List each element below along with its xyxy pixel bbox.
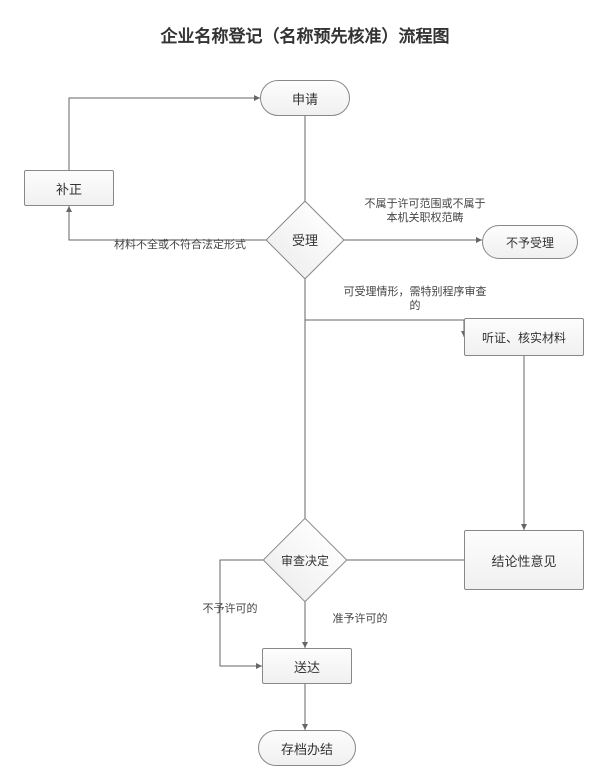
node-apply: 申请 <box>260 80 350 116</box>
chart-title: 企业名称登记（名称预先核准）流程图 <box>140 22 470 47</box>
edge-label-l5: 准予许可的 <box>320 612 400 626</box>
node-shencha-shape <box>263 518 348 603</box>
edge-label-l2: 不属于许可范围或不属于本机关职权范畴 <box>360 197 490 226</box>
flowchart-canvas: 企业名称登记（名称预先核准）流程图 申请 补正 受理 不予受理 听证、核实材料 … <box>0 0 605 776</box>
node-songda: 送达 <box>262 648 352 684</box>
node-shouli-shape <box>265 200 344 279</box>
node-buyu: 不予受理 <box>482 225 578 259</box>
edge-label-l1: 材料不全或不符合法定形式 <box>95 238 265 252</box>
node-cundang: 存档办结 <box>258 730 356 766</box>
node-jielun: 结论性意见 <box>464 530 584 590</box>
edge-label-l4: 不予许可的 <box>190 602 270 616</box>
node-buzheng: 补正 <box>24 170 114 206</box>
edge-label-l3: 可受理情形，需特别程序审查的 <box>340 285 490 314</box>
node-tingzheng: 听证、核实材料 <box>464 318 584 356</box>
